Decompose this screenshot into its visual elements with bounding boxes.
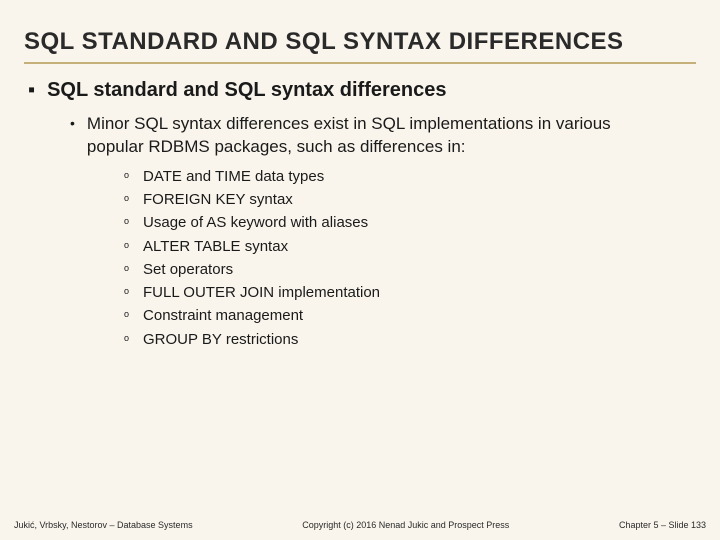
bullet-level3-text: DATE and TIME data types — [143, 167, 324, 187]
bullet-level1: ▪ SQL standard and SQL syntax difference… — [28, 78, 696, 103]
bullet-level3-text: Usage of AS keyword with aliases — [143, 213, 368, 233]
bullet-level3-text: Set operators — [143, 260, 233, 280]
bullet-level2: • Minor SQL syntax differences exist in … — [70, 113, 696, 159]
bullet-level1-text: SQL standard and SQL syntax differences — [47, 78, 446, 103]
bullet-level3-marker: o — [124, 260, 129, 277]
bullet-level3-marker: o — [124, 167, 129, 184]
bullet-level3-text: Constraint management — [143, 306, 303, 326]
bullet-level3-list: o DATE and TIME data types o FOREIGN KEY… — [124, 167, 696, 350]
bullet-level3-marker: o — [124, 213, 129, 230]
slide-title: SQL STANDARD AND SQL SYNTAX DIFFERENCES — [24, 28, 696, 64]
footer-left: Jukić, Vrbsky, Nestorov – Database Syste… — [14, 520, 193, 530]
bullet-level1-marker: ▪ — [28, 78, 35, 102]
list-item: o Constraint management — [124, 306, 696, 326]
list-item: o GROUP BY restrictions — [124, 330, 696, 350]
list-item: o FOREIGN KEY syntax — [124, 190, 696, 210]
bullet-level3-marker: o — [124, 190, 129, 207]
list-item: o ALTER TABLE syntax — [124, 237, 696, 257]
bullet-level3-text: FOREIGN KEY syntax — [143, 190, 293, 210]
bullet-level2-text: Minor SQL syntax differences exist in SQ… — [87, 113, 657, 159]
list-item: o Set operators — [124, 260, 696, 280]
bullet-level2-marker: • — [70, 113, 75, 133]
list-item: o DATE and TIME data types — [124, 167, 696, 187]
bullet-level3-text: GROUP BY restrictions — [143, 330, 298, 350]
bullet-level3-text: ALTER TABLE syntax — [143, 237, 288, 257]
footer-right: Chapter 5 – Slide 133 — [619, 520, 706, 530]
bullet-level3-marker: o — [124, 237, 129, 254]
footer-center: Copyright (c) 2016 Nenad Jukic and Prosp… — [193, 520, 619, 530]
slide-footer: Jukić, Vrbsky, Nestorov – Database Syste… — [0, 520, 720, 530]
bullet-level3-marker: o — [124, 306, 129, 323]
list-item: o Usage of AS keyword with aliases — [124, 213, 696, 233]
bullet-level3-marker: o — [124, 330, 129, 347]
bullet-level3-marker: o — [124, 283, 129, 300]
list-item: o FULL OUTER JOIN implementation — [124, 283, 696, 303]
bullet-level3-text: FULL OUTER JOIN implementation — [143, 283, 380, 303]
